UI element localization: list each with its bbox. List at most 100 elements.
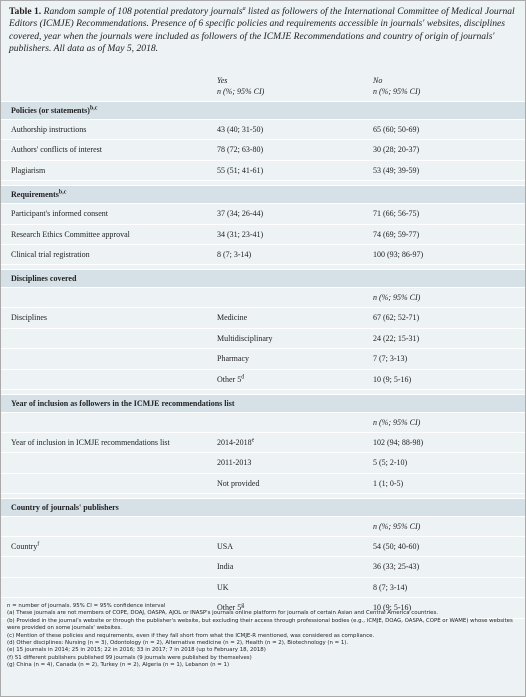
section-title: Year of inclusion as followers in the IC…: [11, 399, 234, 408]
section-title: Country of journals' publishers: [11, 503, 119, 512]
section-title: Policies (or statements)b,c: [11, 105, 98, 115]
section-title-text: Policies (or statements): [11, 106, 90, 115]
caption-sup: a: [242, 5, 246, 12]
row-label: Disciplines: [11, 313, 47, 322]
category-text: 2011-2013: [217, 458, 252, 468]
section-sup: b,c: [58, 189, 67, 196]
footnote: (f) 51 different publishers published 99…: [7, 654, 252, 661]
category: 2011-2013: [217, 458, 251, 467]
footnotes: n = number of journals. 95% CI = 95% con…: [7, 603, 522, 670]
col-head: Yes: [217, 76, 228, 85]
data-row: Authorship instructions 43 (40; 31-50) 65 …: [1, 120, 525, 141]
category-text: 2014-2018: [217, 437, 252, 447]
value: 10 (9; 5-16): [373, 374, 412, 384]
category-text: USA: [217, 542, 234, 552]
value-no: 30 (28; 20-37): [373, 145, 420, 155]
col-unit: n (%; 95% CI): [217, 87, 265, 96]
value-no: 53 (49; 39-59): [373, 165, 420, 175]
category-sup: e: [251, 437, 255, 444]
row-label-sup: f: [37, 541, 40, 548]
row-label-text: Country: [11, 542, 38, 552]
category: Medicine: [217, 313, 247, 322]
row-label: Year of inclusion in ICMJE recommendatio…: [11, 438, 170, 447]
category: Other 5d: [217, 373, 245, 384]
col-unit: n (%; 95% CI): [373, 417, 421, 427]
footnote: (g) China (n = 4), Canada (n = 2), Turke…: [7, 662, 230, 669]
footnote: (e) 15 journals in 2014; 25 in 2015; 22 …: [7, 647, 266, 654]
value-no: 100 (93; 86-97): [373, 249, 424, 259]
value: 36 (33; 25-43): [373, 562, 420, 572]
row-label: Plagiarism: [11, 165, 46, 175]
category: Multidisciplinary: [217, 334, 273, 343]
footnote: (a) These journals are not members of CO…: [7, 610, 438, 617]
spacer: [1, 494, 525, 500]
spacer: [1, 265, 525, 271]
category-text: UK: [217, 582, 229, 592]
row-label: Authorship instructions: [11, 125, 87, 134]
col-unit: n (%; 95% CI): [373, 293, 421, 303]
col-head: No: [373, 76, 383, 85]
caption-text: Random sample of 108 potential predatory…: [43, 6, 243, 17]
category: Not provided: [217, 479, 259, 488]
value: 102 (94; 88-98): [373, 437, 424, 447]
footnote: (d) Other disciplines: Nursing (n = 3), …: [7, 640, 349, 647]
section-title-text: Year of inclusion as followers in the IC…: [11, 398, 235, 408]
section-row: Year of inclusion as followers in the IC…: [1, 394, 525, 413]
value: 1 (1; 0-5): [373, 478, 404, 488]
row-label: Countryf: [11, 541, 40, 552]
value-yes: 37 (34; 26-44): [217, 209, 264, 219]
section-row: Requirementsb,c: [1, 186, 525, 205]
section-row: Policies (or statements)b,c: [1, 102, 525, 120]
category: 2014-2018e: [217, 437, 255, 447]
category: Other 5g: [217, 603, 244, 613]
footnote: n = number of journals. 95% CI = 95% con…: [7, 603, 166, 609]
value-yes: 43 (40; 31-50): [217, 125, 264, 134]
row-label-text: Year of inclusion in ICMJE recommendatio…: [11, 437, 170, 447]
category-text: Pharmacy: [217, 354, 249, 364]
data-row: Plagiarism 55 (51; 41-61) 53 (49; 39-59): [1, 161, 525, 182]
data-row: Research Ethics Committee approval 34 (31…: [1, 225, 525, 245]
unit-row: n (%; 95% CI): [1, 288, 525, 309]
unit-row: n (%; 95% CI): [1, 413, 525, 433]
value: 67 (62; 52-71): [373, 313, 420, 323]
value: 8 (7; 3-14): [373, 582, 408, 592]
spacer: [1, 181, 525, 187]
data-row: UK 8 (7; 3-14): [1, 578, 525, 599]
category-text: India: [217, 562, 234, 572]
value-no: 65 (60; 50-69): [373, 125, 420, 134]
value-yes: 8 (7; 3-14): [217, 249, 252, 259]
value-yes: 34 (31; 23-41): [217, 229, 264, 239]
section-sup: b,c: [89, 105, 98, 112]
data-row: Other 5d 10 (9; 5-16): [1, 370, 525, 390]
section-title-text: Requirements: [11, 190, 59, 200]
value-no: 74 (69; 59-77): [373, 229, 420, 239]
category-sup: d: [241, 373, 245, 380]
value: 54 (50; 40-60): [373, 542, 420, 552]
value-yes: 78 (72; 63-80): [217, 145, 264, 155]
data-row: Participant's informed consent 37 (34; 26…: [1, 204, 525, 225]
section-row: Disciplines covered: [1, 270, 525, 289]
category: UK: [217, 583, 229, 592]
category: USA: [217, 542, 233, 551]
category-text: Other 5: [217, 603, 242, 613]
value: 24 (22; 15-31): [373, 333, 420, 343]
data-row: Pharmacy 7 (7; 3-13): [1, 349, 525, 370]
footnote: (b) Provided in the journal's website or…: [7, 617, 513, 632]
data-row: Disciplines Medicine 67 (62; 52-71): [1, 308, 525, 329]
data-row: Multidisciplinary 24 (22; 15-31): [1, 329, 525, 350]
category-text: Other 5: [217, 374, 242, 384]
footnote: (c) Mention of these policies and requir…: [7, 632, 375, 639]
row-label: Authors' conflicts of interest: [11, 145, 102, 155]
category: India: [217, 562, 233, 571]
section-title-text: Disciplines covered: [11, 274, 77, 284]
section-row: Country of journals' publishers: [1, 499, 525, 518]
table: Yes n (%; 95% CI) No n (%; 95% CI) Polic…: [1, 71, 525, 619]
category: Pharmacy: [217, 354, 249, 363]
row-label: Research Ethics Committee approval: [11, 229, 130, 239]
data-row: Clinical trial registration 8 (7; 3-14) 10…: [1, 245, 525, 266]
section-title: Disciplines covered: [11, 274, 76, 283]
header-row: Yes n (%; 95% CI) No n (%; 95% CI): [1, 71, 525, 102]
value: 5 (5; 2-10): [373, 458, 408, 468]
data-row: Year of inclusion in ICMJE recommendatio…: [1, 433, 525, 454]
